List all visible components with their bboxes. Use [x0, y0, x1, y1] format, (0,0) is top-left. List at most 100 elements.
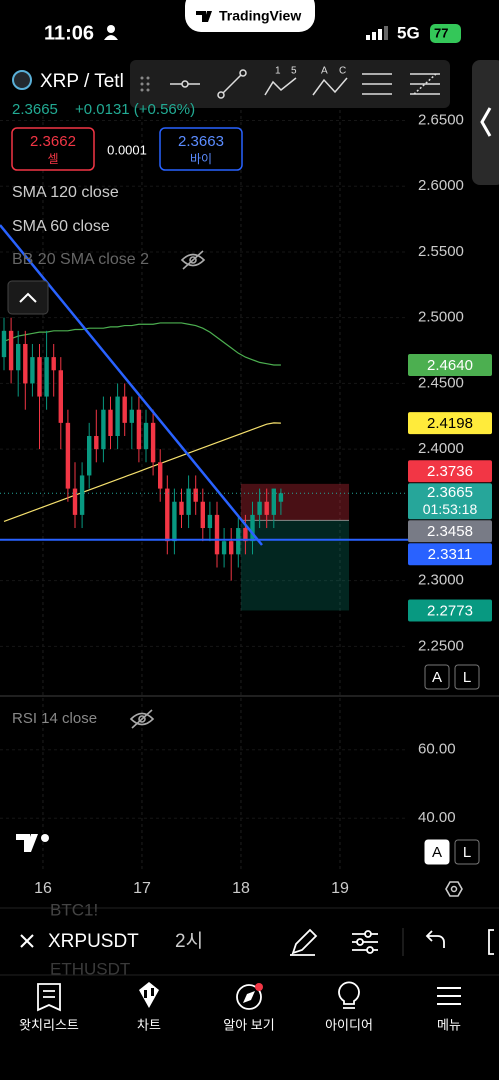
- nav-label[interactable]: 알아 보기: [223, 1017, 274, 1032]
- nav-icon: [236, 984, 262, 1010]
- buy-label: 바이: [190, 152, 212, 166]
- price-badge-label: 2.3458: [427, 523, 473, 540]
- battery: [430, 24, 461, 43]
- tool-letter: 5: [291, 66, 297, 77]
- nav-label[interactable]: 메뉴: [437, 1017, 461, 1032]
- sma60-line: [3, 422, 281, 523]
- hidden-eye-icon[interactable]: [129, 709, 155, 729]
- nav-label[interactable]: 아이디어: [325, 1017, 373, 1032]
- indicator-label: SMA 120 close: [12, 184, 119, 201]
- candle-body: [250, 514, 255, 542]
- drawing-toolbar: [130, 60, 450, 108]
- bottom-symbol[interactable]: XRPUSDT: [48, 931, 139, 952]
- sell-label: 셀: [47, 152, 58, 166]
- nav-label[interactable]: 왓치리스트: [19, 1017, 79, 1032]
- tool-trendline[interactable]: [217, 69, 247, 99]
- tv-watermark: [41, 834, 49, 842]
- symbol-name: XRP / Tetl: [40, 71, 124, 92]
- price-change: +0.0131 (+0.56%): [75, 101, 195, 118]
- tool-fib[interactable]: [362, 73, 392, 95]
- tool-elliott[interactable]: [264, 77, 297, 96]
- nav-icon: [437, 987, 461, 1005]
- rsi-label: RSI 14 close: [12, 710, 97, 727]
- rsi-tick-label: 40.00: [418, 809, 456, 826]
- network: 5G: [397, 23, 420, 42]
- candle-body: [243, 528, 248, 542]
- nav-label[interactable]: 차트: [137, 1017, 161, 1032]
- last-price: 2.3665: [12, 101, 58, 118]
- price-badge-label: 2.4640: [427, 357, 473, 374]
- tool-letter: A: [321, 66, 328, 77]
- collapse-button[interactable]: [7, 280, 49, 315]
- indicator-label: BB 20 SMA close 2: [12, 251, 149, 268]
- price-badge-label: 2.3665: [427, 484, 473, 501]
- ghost-symbol: BTC1!: [50, 900, 98, 919]
- candle-body: [207, 514, 213, 529]
- price-badge: [408, 543, 492, 566]
- candle-body: [1, 330, 7, 358]
- candle-body: [236, 528, 241, 555]
- tool-hline[interactable]: [170, 80, 200, 88]
- sell-button[interactable]: [11, 127, 95, 171]
- position-reward: [241, 520, 349, 611]
- auto-scale-label: A: [432, 669, 442, 686]
- buy-button[interactable]: [159, 127, 243, 171]
- price-badge-label: 2.3311: [428, 546, 473, 563]
- countdown: 01:53:18: [423, 501, 478, 517]
- brand-pill: [185, 0, 315, 32]
- candle-body: [115, 396, 120, 437]
- log-scale-label: L: [463, 844, 471, 861]
- tool-letter: C: [339, 66, 346, 77]
- x-tick-label: 17: [133, 880, 151, 897]
- candle-body: [271, 488, 276, 515]
- side-tab[interactable]: [472, 60, 499, 185]
- candle-body: [257, 501, 262, 515]
- candle-body: [101, 409, 106, 450]
- collapse-chevron: [19, 292, 37, 303]
- price-badge-label: 2.3736: [427, 463, 473, 480]
- nav-icon: [338, 981, 360, 1009]
- close-icon[interactable]: [20, 934, 34, 948]
- settings-icon[interactable]: [445, 881, 463, 897]
- candle-body: [264, 501, 269, 515]
- price-badge: [408, 483, 492, 520]
- tool-fib-ext[interactable]: [410, 73, 440, 95]
- candle-body: [44, 357, 49, 397]
- log-scale-button[interactable]: [454, 664, 480, 690]
- candle-body: [221, 541, 227, 555]
- price-badge: [408, 460, 492, 483]
- nav-icon: [37, 983, 61, 1012]
- candle-body: [172, 501, 177, 542]
- draw-icon[interactable]: [290, 928, 318, 956]
- y-tick-label: 2.4500: [418, 374, 464, 391]
- candle-body: [87, 436, 92, 476]
- more-icon[interactable]: [488, 929, 494, 955]
- candle-body: [79, 475, 85, 515]
- side-tab-chevron: [480, 107, 492, 137]
- undo-icon[interactable]: [425, 930, 445, 948]
- log-scale-button[interactable]: [454, 839, 480, 865]
- battery-level: 77: [434, 25, 448, 40]
- candle-body: [214, 514, 220, 555]
- indicators-icon[interactable]: [352, 930, 378, 954]
- candle-body: [94, 436, 99, 450]
- price-badge-label: 2.2773: [427, 602, 473, 619]
- nav-icon: [243, 991, 255, 1003]
- candle-body: [179, 501, 184, 515]
- tool-abcd[interactable]: [312, 77, 348, 96]
- nav-icon: [144, 988, 154, 998]
- person-icon: [107, 25, 115, 33]
- candle-body: [8, 330, 14, 371]
- price-badge: [408, 354, 492, 377]
- candle-body: [229, 541, 234, 555]
- candle-body: [200, 501, 205, 529]
- clock: 11:06: [44, 22, 94, 44]
- hidden-eye-icon[interactable]: [180, 250, 206, 270]
- auto-scale-button[interactable]: [424, 664, 450, 690]
- auto-scale-button[interactable]: [424, 839, 450, 865]
- candle-body: [58, 370, 63, 423]
- interval[interactable]: 2시: [175, 931, 203, 952]
- price-badge: [408, 599, 492, 622]
